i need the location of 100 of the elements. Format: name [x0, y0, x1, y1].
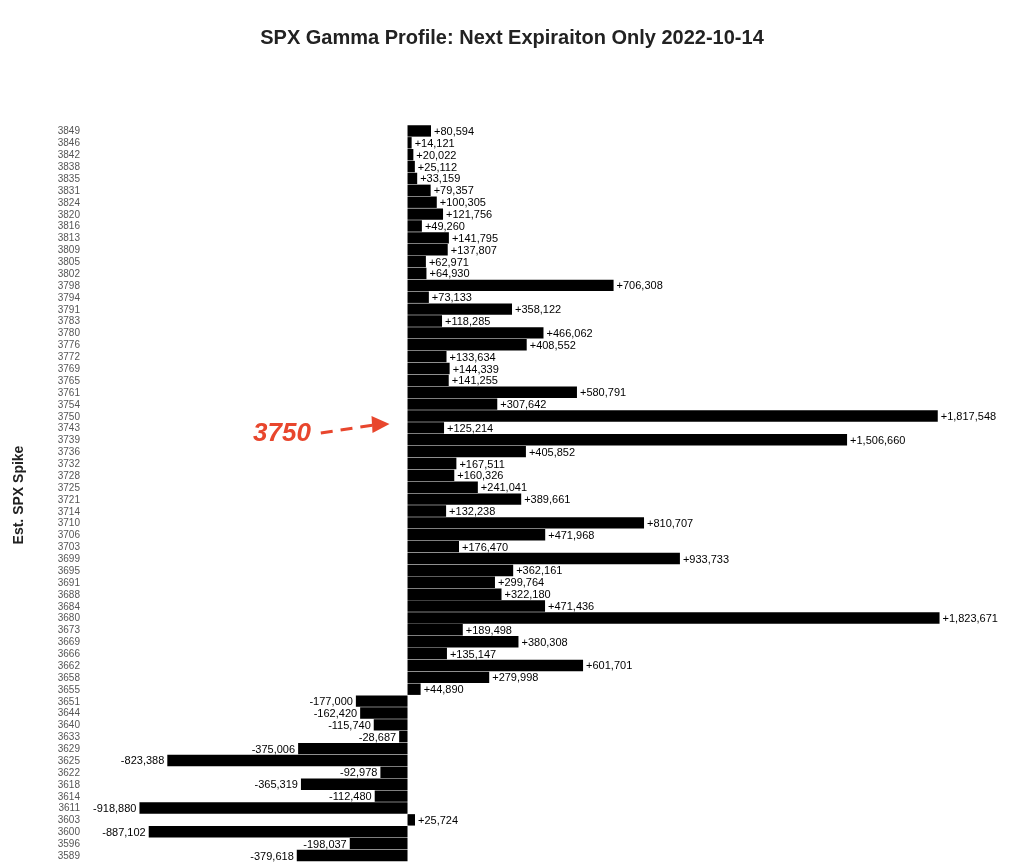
data-label: +79,357 — [433, 184, 474, 197]
data-label: -365,319 — [254, 778, 298, 791]
y-tick-label: 3629 — [57, 743, 81, 755]
data-label: +189,498 — [465, 623, 512, 636]
data-label: +137,807 — [450, 243, 497, 256]
y-tick-label: 3721 — [57, 493, 81, 505]
y-tick-label: 3596 — [57, 838, 81, 850]
data-label: +322,180 — [504, 588, 551, 601]
data-label: -177,000 — [309, 695, 353, 708]
bar — [407, 814, 416, 826]
y-tick-label: 3695 — [57, 564, 81, 576]
y-tick-label: 3780 — [57, 327, 81, 339]
data-label: +933,733 — [682, 552, 730, 565]
data-label: -379,618 — [250, 849, 294, 862]
data-label: -918,880 — [93, 801, 137, 814]
y-tick-label: 3669 — [57, 636, 81, 648]
data-label: +466,062 — [546, 326, 593, 339]
data-label: -115,740 — [328, 718, 371, 731]
y-tick-label: 3644 — [57, 707, 81, 719]
data-label: +810,707 — [647, 516, 694, 529]
data-label: +241,041 — [480, 481, 528, 494]
data-label: -92,978 — [340, 766, 378, 779]
y-tick-label: 3802 — [57, 267, 81, 279]
y-tick-label: 3728 — [57, 469, 81, 481]
y-tick-label: 3662 — [57, 659, 81, 671]
y-tick-label: 3666 — [57, 648, 81, 660]
y-tick-label: 3589 — [57, 850, 81, 861]
y-tick-label: 3772 — [57, 351, 81, 363]
y-tick-label: 3754 — [57, 398, 81, 410]
data-label: +20,022 — [416, 148, 457, 161]
data-label: +44,890 — [423, 683, 464, 696]
data-label: +279,998 — [492, 671, 539, 684]
data-label: -198,037 — [303, 837, 347, 850]
data-label: +25,724 — [418, 813, 459, 826]
y-tick-label: 3658 — [57, 671, 81, 683]
data-label: +1,506,660 — [850, 433, 906, 446]
data-label: +307,642 — [500, 398, 547, 411]
y-tick-label: 3680 — [57, 612, 81, 624]
y-tick-label: 3673 — [57, 624, 81, 636]
y-tick-label: 3750 — [57, 410, 81, 422]
y-tick-label: 3739 — [57, 434, 81, 446]
data-label: +405,852 — [528, 445, 576, 458]
data-label: +141,795 — [451, 231, 499, 244]
y-tick-label: 3611 — [58, 802, 81, 814]
data-label: +471,436 — [548, 600, 595, 613]
y-tick-label: 3838 — [57, 161, 81, 173]
y-tick-label: 3809 — [57, 244, 81, 256]
data-label: -823,388 — [120, 754, 165, 767]
data-label: +1,817,548 — [940, 410, 997, 423]
y-tick-label: 3600 — [57, 826, 81, 838]
data-label: +25,112 — [417, 160, 458, 173]
y-tick-label: 3798 — [57, 279, 81, 291]
data-label: +408,552 — [529, 338, 576, 351]
y-tick-label: 3603 — [57, 814, 81, 826]
y-tick-label: 3820 — [57, 208, 81, 220]
data-label: -28,687 — [358, 730, 397, 743]
y-tick-label: 3791 — [57, 303, 81, 315]
data-label: +1,823,671 — [942, 611, 998, 624]
chart-title: SPX Gamma Profile: Next Expiraiton Only 2022-10-14 — [260, 26, 765, 49]
data-label: +64,930 — [429, 267, 470, 280]
y-tick-label: 3655 — [57, 683, 81, 695]
data-label: +358,122 — [515, 303, 562, 316]
y-tick-label: 3736 — [57, 446, 81, 458]
data-label: +118,285 — [445, 314, 491, 327]
y-tick-label: 3743 — [57, 422, 81, 434]
y-tick-label: 3725 — [57, 481, 81, 493]
y-tick-label: 3699 — [57, 553, 81, 565]
y-tick-label: 3776 — [57, 339, 81, 351]
data-label: +125,214 — [447, 421, 494, 434]
data-label: +362,161 — [516, 564, 563, 577]
y-tick-label: 3761 — [57, 386, 81, 398]
data-label: -375,006 — [251, 742, 296, 755]
y-tick-label: 3618 — [57, 778, 81, 790]
y-tick-label: 3824 — [57, 196, 81, 208]
data-label: +132,238 — [449, 505, 496, 518]
data-label: -162,420 — [313, 706, 358, 719]
y-tick-label: 3769 — [57, 363, 81, 374]
y-tick-label: 3732 — [57, 458, 81, 470]
y-tick-label: 3714 — [57, 505, 81, 517]
data-label: +706,308 — [616, 279, 663, 292]
y-tick-label: 3688 — [57, 588, 81, 600]
data-label: +380,308 — [521, 635, 568, 648]
data-label: +49,260 — [424, 219, 465, 232]
y-tick-label: 3842 — [57, 149, 81, 161]
y-tick-label: 3706 — [57, 529, 81, 541]
y-tick-label: 3813 — [57, 232, 81, 244]
y-tick-label: 3831 — [57, 184, 81, 196]
annotation: 3750 — [253, 417, 312, 447]
y-tick-label: 3849 — [57, 125, 81, 137]
data-label: +389,661 — [524, 493, 571, 506]
y-tick-label: 3835 — [57, 172, 81, 184]
data-label: +160,326 — [457, 469, 504, 482]
y-tick-label: 3640 — [57, 719, 81, 731]
y-tick-label: 3651 — [57, 695, 81, 707]
data-label: +73,133 — [431, 291, 472, 304]
data-label: +471,968 — [548, 528, 595, 541]
data-label: -887,102 — [102, 825, 146, 838]
data-label: +121,756 — [446, 208, 493, 221]
data-label: +580,791 — [579, 386, 627, 399]
y-tick-label: 3816 — [57, 220, 81, 232]
